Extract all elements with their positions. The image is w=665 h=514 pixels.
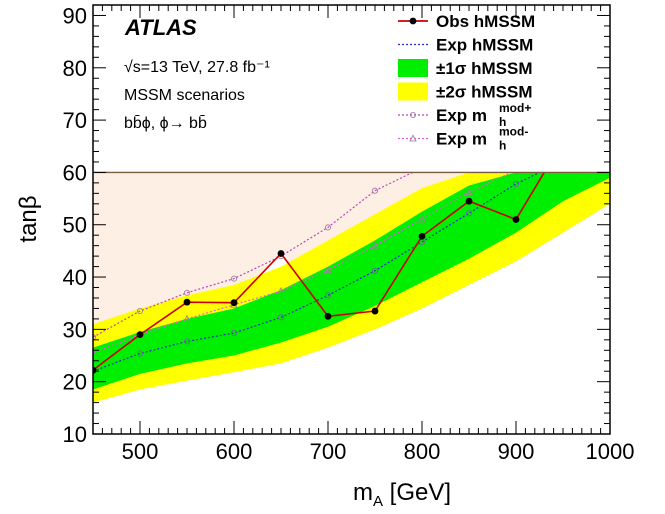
legend-swatch [398,59,428,77]
y-tick-label: 40 [63,265,87,290]
obs-point [137,331,144,338]
legend-label: Obs hMSSM [436,12,535,31]
obs-point [513,216,520,223]
legend-entry-2: ±1σ hMSSM [398,59,533,78]
y-tick-label: 90 [63,3,87,28]
legend-entry-5: Exp m mod-h [398,125,528,153]
legend-label: ±2σ hMSSM [436,83,533,102]
legend-label: Exp hMSSM [436,36,533,55]
y-tick-label: 60 [63,160,87,185]
legend-label-sup: mod- [499,125,528,139]
legend-swatch [398,83,428,101]
x-tick-label: 1000 [586,439,635,464]
legend-label-sub: h [499,139,506,153]
legend-entry-1: Exp hMSSM [398,36,533,55]
x-tick-label: 700 [310,439,347,464]
x-tick-label: 600 [216,439,253,464]
y-tick-label: 10 [63,422,87,447]
legend: Obs hMSSM Exp hMSSM ±1σ hMSSM ±2σ hMSSM Exp … [398,12,535,153]
obs-point [466,198,473,205]
legend-label: ±1σ hMSSM [436,59,533,78]
x-tick-label: 900 [498,439,535,464]
y-axis-title: tanβ [15,195,42,242]
legend-entry-3: ±2σ hMSSM [398,83,533,102]
experiment-label: ATLAS [124,15,197,40]
obs-point [419,233,426,240]
y-tick-label: 50 [63,213,87,238]
obs-point [325,313,332,320]
obs-point [184,299,191,306]
y-tick-label: 20 [63,370,87,395]
obs-point [278,250,285,257]
obs-point [372,308,379,315]
y-tick-label: 30 [63,317,87,342]
obs-point [231,299,238,306]
legend-entry-0: Obs hMSSM [398,12,535,31]
x-tick-label: 800 [404,439,441,464]
legend-label: Exp m [436,106,487,125]
process-annotation: bb̄ϕ, ϕ→ bb̄ [124,115,207,132]
x-axis-title: mA [GeV] [353,479,451,510]
scenario-annotation: MSSM scenarios [124,87,245,104]
legend-label: Exp m [436,130,487,149]
y-tick-label: 70 [63,108,87,133]
y-tick-label: 80 [63,56,87,81]
legend-label-sup: mod+ [499,101,531,115]
x-tick-label: 500 [122,439,159,464]
legend-marker [410,18,417,25]
energy-lumi-annotation: √s=13 TeV, 27.8 fb⁻¹ [124,59,270,76]
